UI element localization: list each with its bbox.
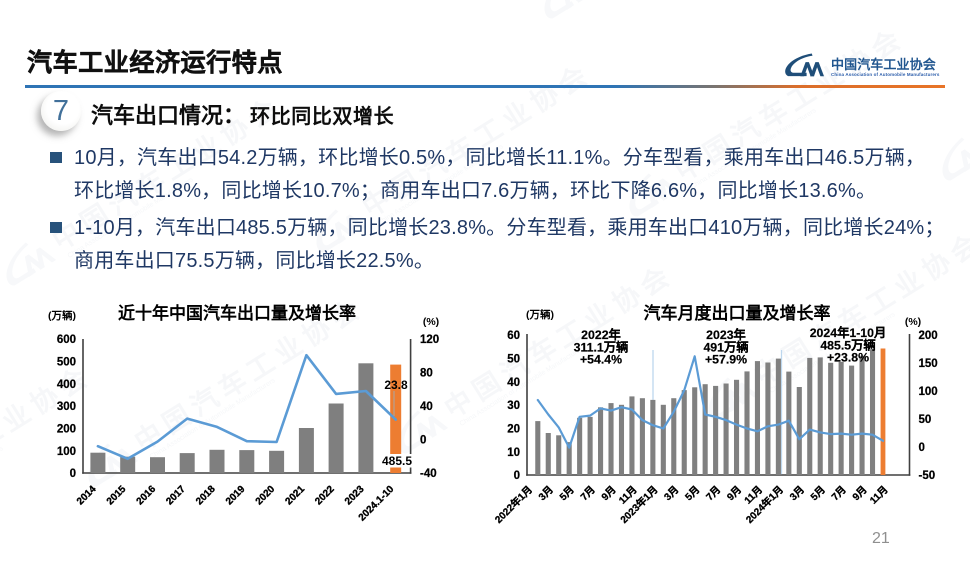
svg-text:7月: 7月 [829, 484, 848, 503]
svg-text:China Association of Automobil: China Association of Automobile Manufact… [831, 72, 940, 77]
svg-text:5月: 5月 [808, 484, 827, 503]
svg-text:200: 200 [57, 424, 76, 436]
svg-text:汽车月度出口量及增长率: 汽车月度出口量及增长率 [644, 303, 831, 323]
svg-text:10: 10 [507, 447, 520, 459]
svg-text:(%): (%) [905, 316, 921, 328]
svg-text:311.1万辆: 311.1万辆 [574, 339, 629, 354]
svg-text:2024年1-10月: 2024年1-10月 [810, 325, 887, 340]
svg-text:2020: 2020 [254, 484, 278, 508]
svg-text:2022年: 2022年 [581, 327, 621, 342]
svg-text:(%): (%) [423, 316, 439, 328]
svg-text:-40: -40 [420, 468, 437, 480]
svg-text:(万辆): (万辆) [526, 308, 554, 321]
svg-text:2023年: 2023年 [706, 327, 746, 342]
svg-text:20: 20 [507, 424, 520, 436]
svg-text:50: 50 [919, 414, 932, 426]
svg-text:+54.4%: +54.4% [580, 353, 622, 367]
svg-text:3月: 3月 [536, 484, 555, 503]
svg-text:2019: 2019 [224, 484, 248, 508]
svg-text:中国汽车工业协会: 中国汽车工业协会 [831, 57, 937, 72]
svg-text:60: 60 [507, 330, 520, 342]
svg-text:7月: 7月 [704, 484, 723, 503]
svg-text:9月: 9月 [725, 484, 744, 503]
svg-text:120: 120 [420, 334, 439, 346]
svg-text:150: 150 [919, 358, 938, 370]
svg-text:2014: 2014 [75, 484, 99, 508]
svg-text:40: 40 [507, 377, 520, 389]
svg-text:0: 0 [70, 468, 76, 480]
svg-text:9月: 9月 [599, 484, 618, 503]
svg-text:(万辆): (万辆) [48, 309, 76, 322]
svg-text:500: 500 [57, 357, 76, 369]
svg-text:2021: 2021 [284, 484, 308, 508]
svg-text:2017: 2017 [164, 484, 188, 508]
svg-text:0: 0 [919, 442, 925, 454]
svg-text:485.5万辆: 485.5万辆 [820, 337, 875, 352]
svg-text:+57.9%: +57.9% [705, 353, 747, 367]
svg-text:80: 80 [420, 368, 433, 380]
svg-text:40: 40 [420, 401, 433, 413]
svg-text:200: 200 [919, 330, 938, 342]
svg-text:9月: 9月 [850, 484, 869, 503]
svg-text:100: 100 [919, 386, 938, 398]
svg-text:600: 600 [57, 334, 76, 346]
svg-text:485.5: 485.5 [382, 454, 412, 468]
svg-text:-50: -50 [919, 470, 936, 482]
svg-text:2015: 2015 [105, 484, 129, 508]
svg-text:2018: 2018 [194, 484, 218, 508]
svg-text:11月: 11月 [867, 484, 890, 507]
svg-text:300: 300 [57, 401, 76, 413]
svg-text:5月: 5月 [557, 484, 576, 503]
svg-text:2022年1月: 2022年1月 [492, 483, 535, 526]
svg-text:3月: 3月 [662, 484, 681, 503]
svg-text:+23.8%: +23.8% [827, 351, 869, 365]
svg-text:0: 0 [514, 470, 520, 482]
svg-text:23.8: 23.8 [384, 378, 408, 392]
svg-text:China Association of Automobil: China Association of Automobile Manufact… [0, 445, 5, 529]
svg-text:100: 100 [57, 446, 76, 458]
svg-text:2022: 2022 [313, 484, 337, 508]
svg-text:2016: 2016 [135, 484, 159, 508]
svg-text:0: 0 [420, 435, 426, 447]
svg-text:7月: 7月 [578, 484, 597, 503]
svg-text:491万辆: 491万辆 [703, 339, 748, 354]
svg-text:2023: 2023 [343, 484, 367, 508]
svg-text:30: 30 [507, 400, 520, 412]
svg-text:近十年中国汽车出口量及增长率: 近十年中国汽车出口量及增长率 [118, 303, 356, 323]
svg-text:400: 400 [57, 379, 76, 391]
svg-text:3月: 3月 [787, 484, 806, 503]
svg-text:50: 50 [507, 354, 520, 366]
svg-text:5月: 5月 [683, 484, 702, 503]
